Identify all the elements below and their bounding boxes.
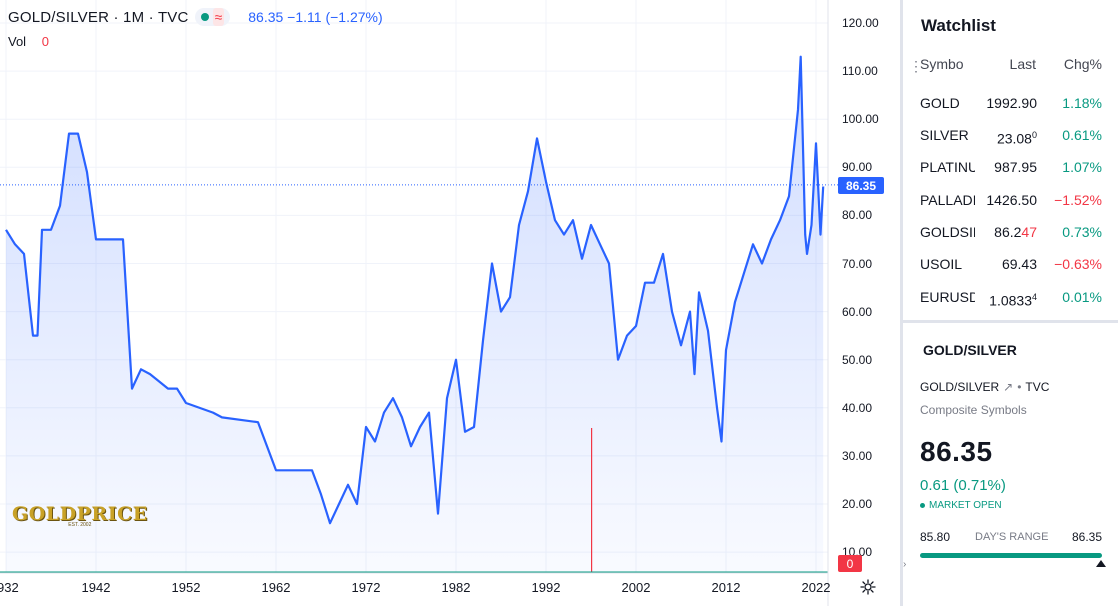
price-tick-label: 100.00 — [842, 112, 879, 127]
price-tick-label: 80.00 — [842, 208, 873, 223]
row-symbol: PLATINU — [920, 159, 975, 175]
details-change: 0.61 (0.71%) — [920, 477, 1006, 494]
row-symbol: USOIL — [920, 256, 963, 272]
row-chg: −1.52% — [1054, 192, 1102, 208]
time-tick-label: 1952 — [171, 580, 201, 595]
details-exchange: TVC — [1025, 380, 1050, 394]
watchlist-row[interactable]: USOIL 69.43 −0.63% — [903, 248, 1118, 280]
row-last: 1.08334 — [989, 292, 1037, 309]
row-chg: 0.61% — [1062, 127, 1102, 143]
details-price: 86.35 — [920, 436, 993, 467]
watchlist-header: ⋮ Symbo Last Chg% — [903, 56, 1118, 76]
market-status-text: MARKET OPEN — [929, 500, 1002, 511]
ohlc-values: 86.35 −1.11 (−1.27%) — [248, 9, 383, 25]
gear-icon[interactable] — [860, 579, 876, 595]
volume-legend[interactable]: Vol 0 — [8, 34, 49, 49]
price-tick-label: 40.00 — [842, 400, 873, 415]
row-symbol: EURUSD — [920, 289, 975, 305]
details-title[interactable]: GOLD/SILVER — [923, 342, 1017, 358]
panel-separator[interactable] — [903, 320, 1118, 323]
row-last: 86.247 — [994, 224, 1037, 240]
column-chg[interactable]: Chg% — [1063, 56, 1102, 72]
column-symbol[interactable]: Symbo — [920, 56, 964, 72]
external-link-icon[interactable]: ↗ — [1003, 380, 1014, 394]
symbol-title[interactable]: GOLD/SILVER · 1M · TVC — [8, 8, 189, 26]
range-label: DAY'S RANGE — [975, 531, 1049, 543]
time-tick-label: 1972 — [351, 580, 381, 595]
price-tick-label: 110.00 — [842, 64, 878, 79]
time-tick-label: 2002 — [621, 580, 651, 595]
column-last[interactable]: Last — [1009, 56, 1036, 72]
details-symbol[interactable]: GOLD/SILVER — [920, 380, 1000, 394]
watchlist-row[interactable]: SILVER 23.080 0.61% — [903, 119, 1118, 151]
wave-icon: ≈ — [212, 8, 225, 26]
time-tick-label: 1962 — [261, 580, 291, 595]
logo-text: GOLDPRICE — [12, 503, 148, 525]
watchlist-row[interactable]: EURUSD 1.08334 0.01% — [903, 281, 1118, 313]
row-chg: −0.63% — [1054, 256, 1102, 272]
last-price-badge: 86.35 — [838, 177, 884, 194]
range-marker-icon — [1096, 560, 1106, 567]
time-tick-label: 1992 — [531, 580, 561, 595]
time-tick-label: 1982 — [441, 580, 471, 595]
market-status-pill[interactable]: ≈ — [194, 8, 231, 26]
row-symbol: GOLDSIL — [920, 224, 975, 240]
row-chg: 1.07% — [1062, 159, 1102, 175]
watchlist-row[interactable]: GOLDSIL 86.247 0.73% — [903, 216, 1118, 248]
price-chart[interactable] — [0, 0, 900, 606]
collapse-chevron-icon[interactable]: › — [903, 559, 907, 570]
row-chg: 0.01% — [1062, 289, 1102, 305]
row-symbol: GOLD — [920, 95, 960, 111]
price-line — [5, 55, 825, 525]
row-chg: 0.73% — [1062, 224, 1102, 240]
row-symbol: PALLADI — [920, 192, 975, 208]
details-category: Composite Symbols — [920, 403, 1027, 417]
row-symbol: SILVER — [920, 127, 969, 143]
details-symbol-line: GOLD/SILVER ↗ • TVC — [920, 380, 1049, 394]
volume-value: 0 — [41, 34, 49, 49]
watchlist-row[interactable]: GOLD 1992.90 1.18% — [903, 87, 1118, 119]
dot-separator: • — [1017, 380, 1022, 394]
market-open-dot-icon — [920, 503, 925, 508]
drag-handle-icon[interactable]: ⋮ — [909, 58, 923, 74]
logo-est: EST. 2002 — [68, 522, 92, 528]
panel-divider[interactable] — [900, 0, 903, 606]
watchlist-title[interactable]: Watchlist — [921, 16, 996, 35]
right-panel: › Watchlist ⋮ Symbo Last Chg% GOLD 1992.… — [903, 0, 1118, 606]
market-open-dot-icon — [200, 13, 209, 21]
row-last: 23.080 — [996, 130, 1037, 147]
price-area — [6, 56, 824, 572]
watchlist-row[interactable]: PALLADI 1426.50 −1.52% — [903, 184, 1118, 216]
price-tick-label: 120.00 — [842, 16, 879, 30]
price-tick-label: 50.00 — [842, 352, 873, 367]
time-tick-label: 1932 — [0, 580, 19, 595]
volume-badge: 0 — [838, 555, 862, 572]
row-last: 1992.90 — [986, 95, 1037, 111]
chart-pane[interactable]: GOLD/SILVER · 1M · TVC ≈ 86.35 −1.11 (−1… — [0, 0, 900, 606]
time-tick-label: 1942 — [81, 580, 111, 595]
price-tick-label: 30.00 — [842, 448, 873, 463]
goldprice-logo: GOLDPRICE EST. 2002 — [12, 503, 148, 528]
row-chg: 1.18% — [1062, 95, 1102, 111]
range-bar — [920, 553, 1102, 558]
time-tick-label: 2022 — [801, 580, 831, 595]
volume-label: Vol — [8, 34, 27, 49]
price-tick-label: 70.00 — [842, 256, 873, 271]
price-tick-label: 20.00 — [842, 497, 873, 511]
price-tick-label: 90.00 — [842, 160, 873, 175]
row-last: 1426.50 — [986, 192, 1037, 208]
watchlist-row[interactable]: PLATINU 987.95 1.07% — [903, 151, 1118, 183]
volume-bar — [591, 428, 593, 572]
range-low: 85.80 — [920, 530, 951, 544]
range-high: 86.35 — [1071, 530, 1102, 544]
time-tick-label: 2012 — [711, 580, 741, 595]
price-tick-label: 60.00 — [842, 304, 873, 319]
market-status: MARKET OPEN — [920, 500, 1002, 511]
row-last: 69.43 — [1001, 256, 1037, 272]
chart-legend[interactable]: GOLD/SILVER · 1M · TVC ≈ 86.35 −1.11 (−1… — [8, 8, 383, 26]
row-last: 987.95 — [994, 159, 1037, 175]
